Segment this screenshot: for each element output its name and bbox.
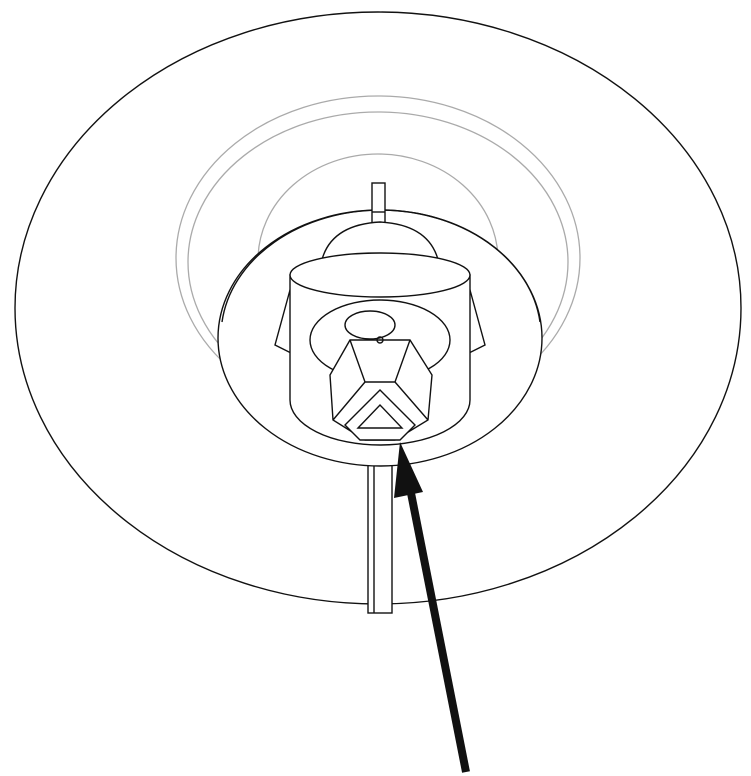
hex-connector (329, 336, 433, 441)
arrow (394, 442, 470, 773)
